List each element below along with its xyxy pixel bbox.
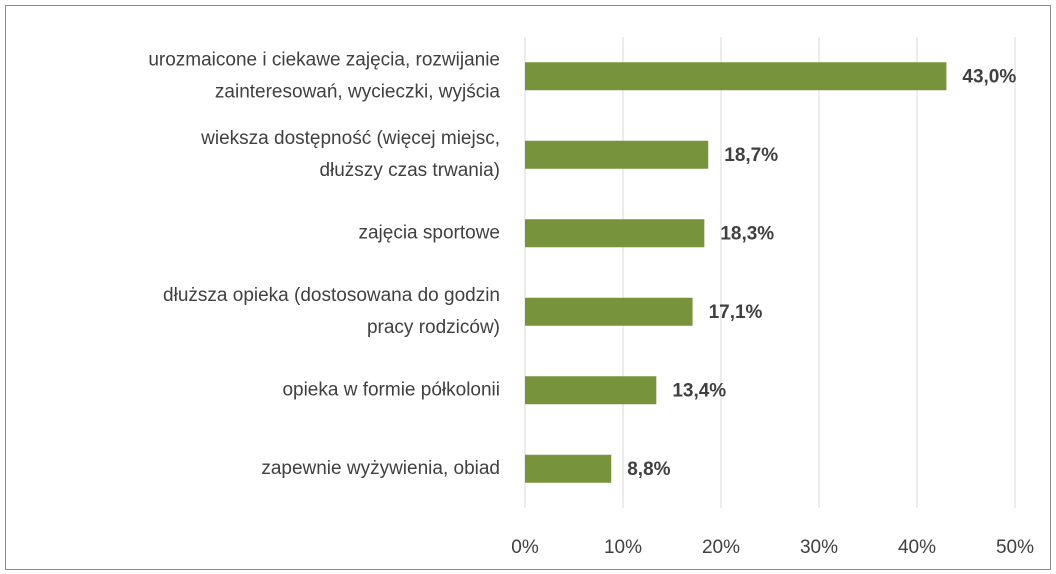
x-tick-label: 40% [898,537,936,558]
value-label: 13,4% [672,380,726,401]
value-label: 17,1% [709,302,763,323]
value-label: 18,7% [724,145,778,166]
y-tick-label: zapewnie wyżywienia, obiad [261,458,500,479]
y-tick-label: zainteresowań, wycieczki, wyjścia [215,81,501,102]
y-tick-label: zajęcia sportowe [358,222,500,243]
x-tick-label: 0% [511,537,539,558]
x-tick-label: 10% [604,537,642,558]
y-tick-label: pracy rodziców) [367,317,500,338]
bar [525,454,612,483]
value-label: 43,0% [962,66,1016,87]
y-tick-label: urozmaicone i ciekawe zajęcia, rozwijani… [148,49,500,70]
bar [525,297,693,326]
x-tick-label: 30% [800,537,838,558]
y-tick-label: dłuższa opieka (dostosowana do godzin [163,285,500,306]
x-tick-label: 50% [996,537,1034,558]
x-tick-label: 20% [702,537,740,558]
value-label: 18,3% [720,223,774,244]
y-tick-label: opieka w formie półkolonii [282,379,500,400]
y-tick-label: dłuższy czas trwania) [319,160,500,181]
bar [525,219,705,248]
y-tick-label: wieksza dostępność (więcej miejsc, [200,128,500,149]
bar [525,140,709,169]
bar [525,376,657,405]
bar [525,62,947,91]
value-label: 8,8% [627,459,670,480]
